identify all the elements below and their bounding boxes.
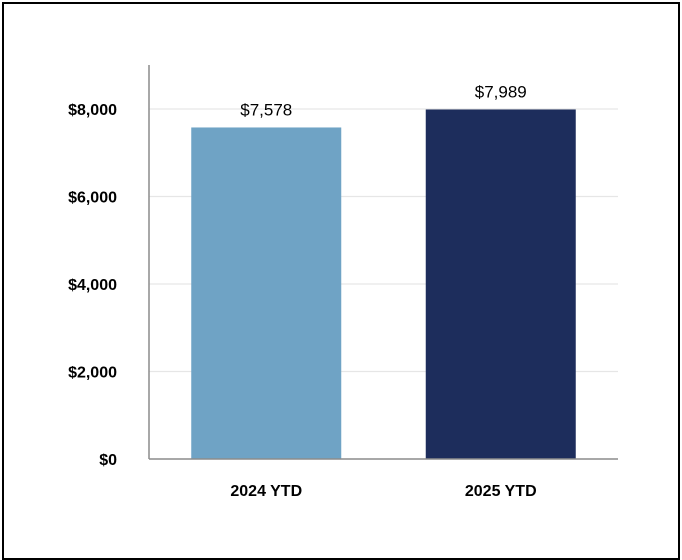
x-tick-label: 2025 YTD: [465, 483, 537, 500]
y-tick-label: $2,000: [68, 365, 117, 382]
bar-2024-ytd: [191, 127, 341, 459]
y-tick-label: $6,000: [68, 190, 117, 207]
y-tick-label: $8,000: [68, 102, 117, 119]
bar-2025-ytd: [426, 109, 576, 459]
data-label: $7,578: [240, 100, 292, 119]
y-tick-labels: $0 $2,000 $4,000 $6,000 $8,000: [68, 102, 117, 469]
y-tick-label: $4,000: [68, 277, 117, 294]
x-tick-label: 2024 YTD: [230, 483, 302, 500]
y-tick-label: $0: [99, 452, 117, 469]
x-tick-labels: 2024 YTD 2025 YTD: [230, 483, 536, 500]
data-label: $7,989: [475, 82, 527, 101]
